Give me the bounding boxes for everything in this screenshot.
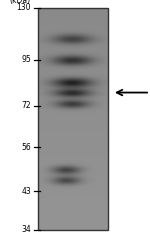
Text: 95: 95: [21, 55, 31, 64]
Text: 56: 56: [21, 143, 31, 152]
Text: 43: 43: [21, 187, 31, 196]
Text: 130: 130: [16, 4, 31, 13]
Text: 72: 72: [21, 101, 31, 110]
Bar: [38, 8, 108, 230]
Text: 34: 34: [21, 225, 31, 234]
Text: (kDa): (kDa): [10, 0, 31, 5]
